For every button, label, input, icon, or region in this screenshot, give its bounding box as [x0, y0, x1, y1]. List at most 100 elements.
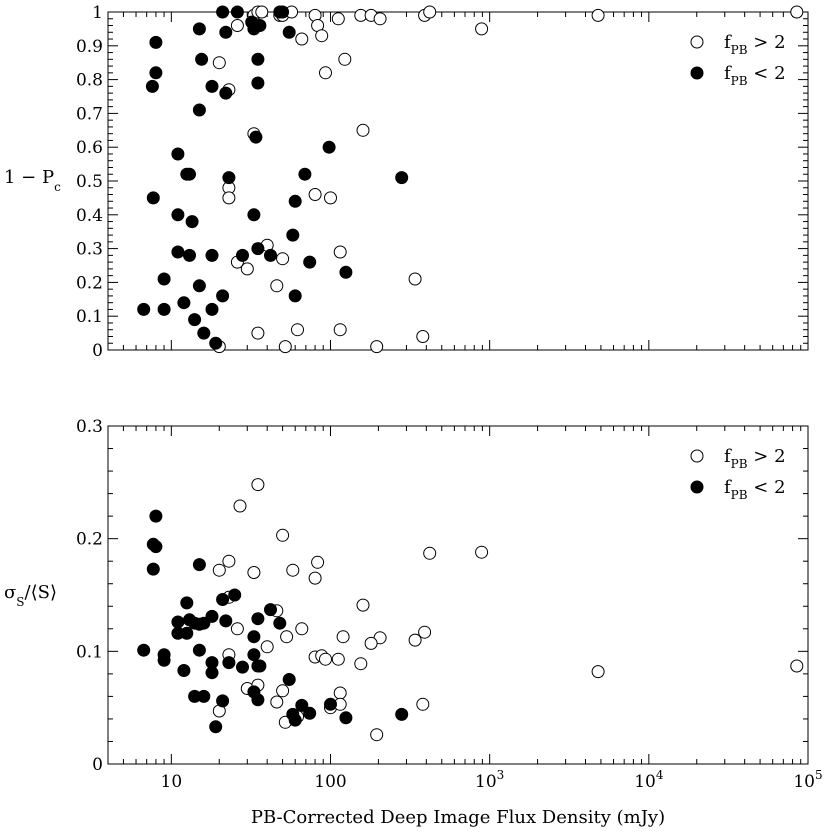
data-point-low-fpb [205, 666, 219, 680]
data-point-high-fpb [278, 340, 292, 354]
data-point-high-fpb [336, 630, 350, 644]
data-point-low-fpb [253, 19, 267, 32]
data-point-low-fpb [298, 167, 312, 181]
data-point-low-fpb [282, 673, 296, 686]
data-point-low-fpb [183, 248, 196, 262]
data-point-low-fpb [149, 540, 163, 554]
data-point-low-fpb [288, 289, 302, 303]
bottom-y-tick-labels: 0 0.1 0.2 0.3 [76, 417, 103, 775]
data-point-high-fpb [356, 598, 370, 612]
data-point-low-fpb [177, 664, 191, 677]
data-point-high-fpb [295, 32, 309, 46]
legend-label: fPB < 2 [724, 63, 786, 88]
data-point-high-fpb [416, 697, 430, 711]
data-point-high-fpb [423, 5, 437, 19]
data-point-low-fpb [171, 147, 185, 161]
data-point-low-fpb [195, 52, 209, 66]
data-point-high-fpb [270, 695, 284, 709]
data-point-high-fpb [331, 12, 345, 26]
bottom-y-axis-label: σS/⟨S⟩ [4, 582, 57, 609]
data-point-low-fpb [219, 614, 233, 628]
data-point-high-fpb [276, 252, 290, 266]
data-point-low-fpb [157, 272, 171, 286]
data-point-low-fpb [303, 706, 317, 720]
data-point-high-fpb [333, 686, 347, 700]
data-point-low-fpb [205, 248, 219, 262]
data-point-low-fpb [197, 689, 211, 703]
data-point-high-fpb [370, 340, 384, 354]
bottom-x-tick-labels: 10 100 103 104 105 [161, 768, 823, 792]
data-point-low-fpb [216, 289, 230, 303]
data-point-low-fpb [236, 248, 249, 262]
data-point-high-fpb [240, 262, 254, 276]
data-point-low-fpb [149, 66, 163, 80]
y-tick-label: 0.2 [76, 530, 103, 550]
y-tick-label: 0 [92, 341, 103, 361]
data-point-low-fpb [339, 265, 353, 279]
legend-marker-open [690, 449, 704, 463]
data-point-low-fpb [192, 279, 206, 293]
bottom-y-axis-label-sub: S [16, 595, 24, 609]
top-y-axis-label-sub: c [54, 180, 61, 194]
chart-detection-probability: 0 0.1 0.2 0.3 0.4 0.5 0.6 0.7 0.8 0.9 1 1 − Pc fPB… [4, 3, 809, 361]
data-point-high-fpb [212, 563, 226, 577]
data-point-low-fpb [197, 326, 211, 340]
legend-marker-filled [690, 66, 704, 80]
y-tick-label: 0 [92, 755, 103, 775]
y-tick-label: 0.7 [76, 104, 103, 124]
data-point-low-fpb [183, 167, 196, 181]
data-point-high-fpb [331, 652, 345, 666]
legend-label: fPB > 2 [724, 32, 786, 57]
legend-label: fPB > 2 [724, 446, 786, 471]
data-point-low-fpb [288, 194, 302, 208]
data-point-high-fpb [311, 555, 325, 569]
top-data-points [137, 5, 804, 354]
data-point-low-fpb [192, 103, 206, 117]
data-point-high-fpb [416, 330, 430, 343]
bottom-y-axis-label-main: σ [4, 582, 16, 603]
data-point-low-fpb [247, 630, 261, 644]
data-point-low-fpb [222, 171, 236, 185]
data-point-high-fpb [291, 323, 304, 337]
data-point-low-fpb [395, 707, 409, 721]
data-point-low-fpb [137, 643, 151, 657]
data-point-high-fpb [591, 665, 605, 679]
data-point-low-fpb [205, 302, 219, 316]
data-point-high-fpb [364, 636, 378, 650]
data-point-low-fpb [251, 242, 265, 256]
top-y-axis-label: 1 − Pc [4, 167, 61, 194]
data-point-high-fpb [475, 545, 489, 559]
data-point-high-fpb [230, 622, 244, 636]
bottom-data-points [137, 478, 804, 742]
data-point-high-fpb [790, 5, 804, 19]
data-point-low-fpb [236, 660, 249, 674]
data-point-high-fpb [423, 546, 437, 560]
y-tick-label: 0.5 [76, 172, 103, 192]
data-point-low-fpb [192, 22, 206, 36]
data-point-low-fpb [216, 593, 230, 606]
legend-label: fPB < 2 [724, 477, 786, 502]
data-point-high-fpb [251, 478, 265, 492]
data-point-low-fpb [149, 509, 163, 523]
y-tick-label: 0.8 [76, 71, 103, 91]
data-point-high-fpb [319, 652, 332, 666]
data-point-high-fpb [333, 323, 347, 337]
top-legend: fPB > 2 fPB < 2 [690, 32, 786, 88]
data-point-low-fpb [230, 5, 244, 19]
data-point-low-fpb [228, 588, 242, 602]
top-y-tick-labels: 0 0.1 0.2 0.3 0.4 0.5 0.6 0.7 0.8 0.9 1 [76, 3, 103, 361]
data-point-low-fpb [137, 302, 151, 316]
data-point-low-fpb [149, 35, 163, 49]
y-tick-label: 0.9 [76, 37, 103, 57]
x-tick-label: 10 [161, 772, 183, 792]
data-point-low-fpb [295, 698, 309, 712]
data-point-low-fpb [395, 171, 409, 185]
y-tick-label: 0.3 [76, 240, 103, 260]
data-point-high-fpb [276, 684, 290, 698]
bottom-axis-ticks [107, 425, 809, 765]
data-point-high-fpb [308, 188, 322, 201]
data-point-high-fpb [270, 279, 284, 293]
data-point-high-fpb [324, 191, 337, 205]
data-point-low-fpb [145, 79, 159, 93]
data-point-low-fpb [253, 659, 267, 673]
